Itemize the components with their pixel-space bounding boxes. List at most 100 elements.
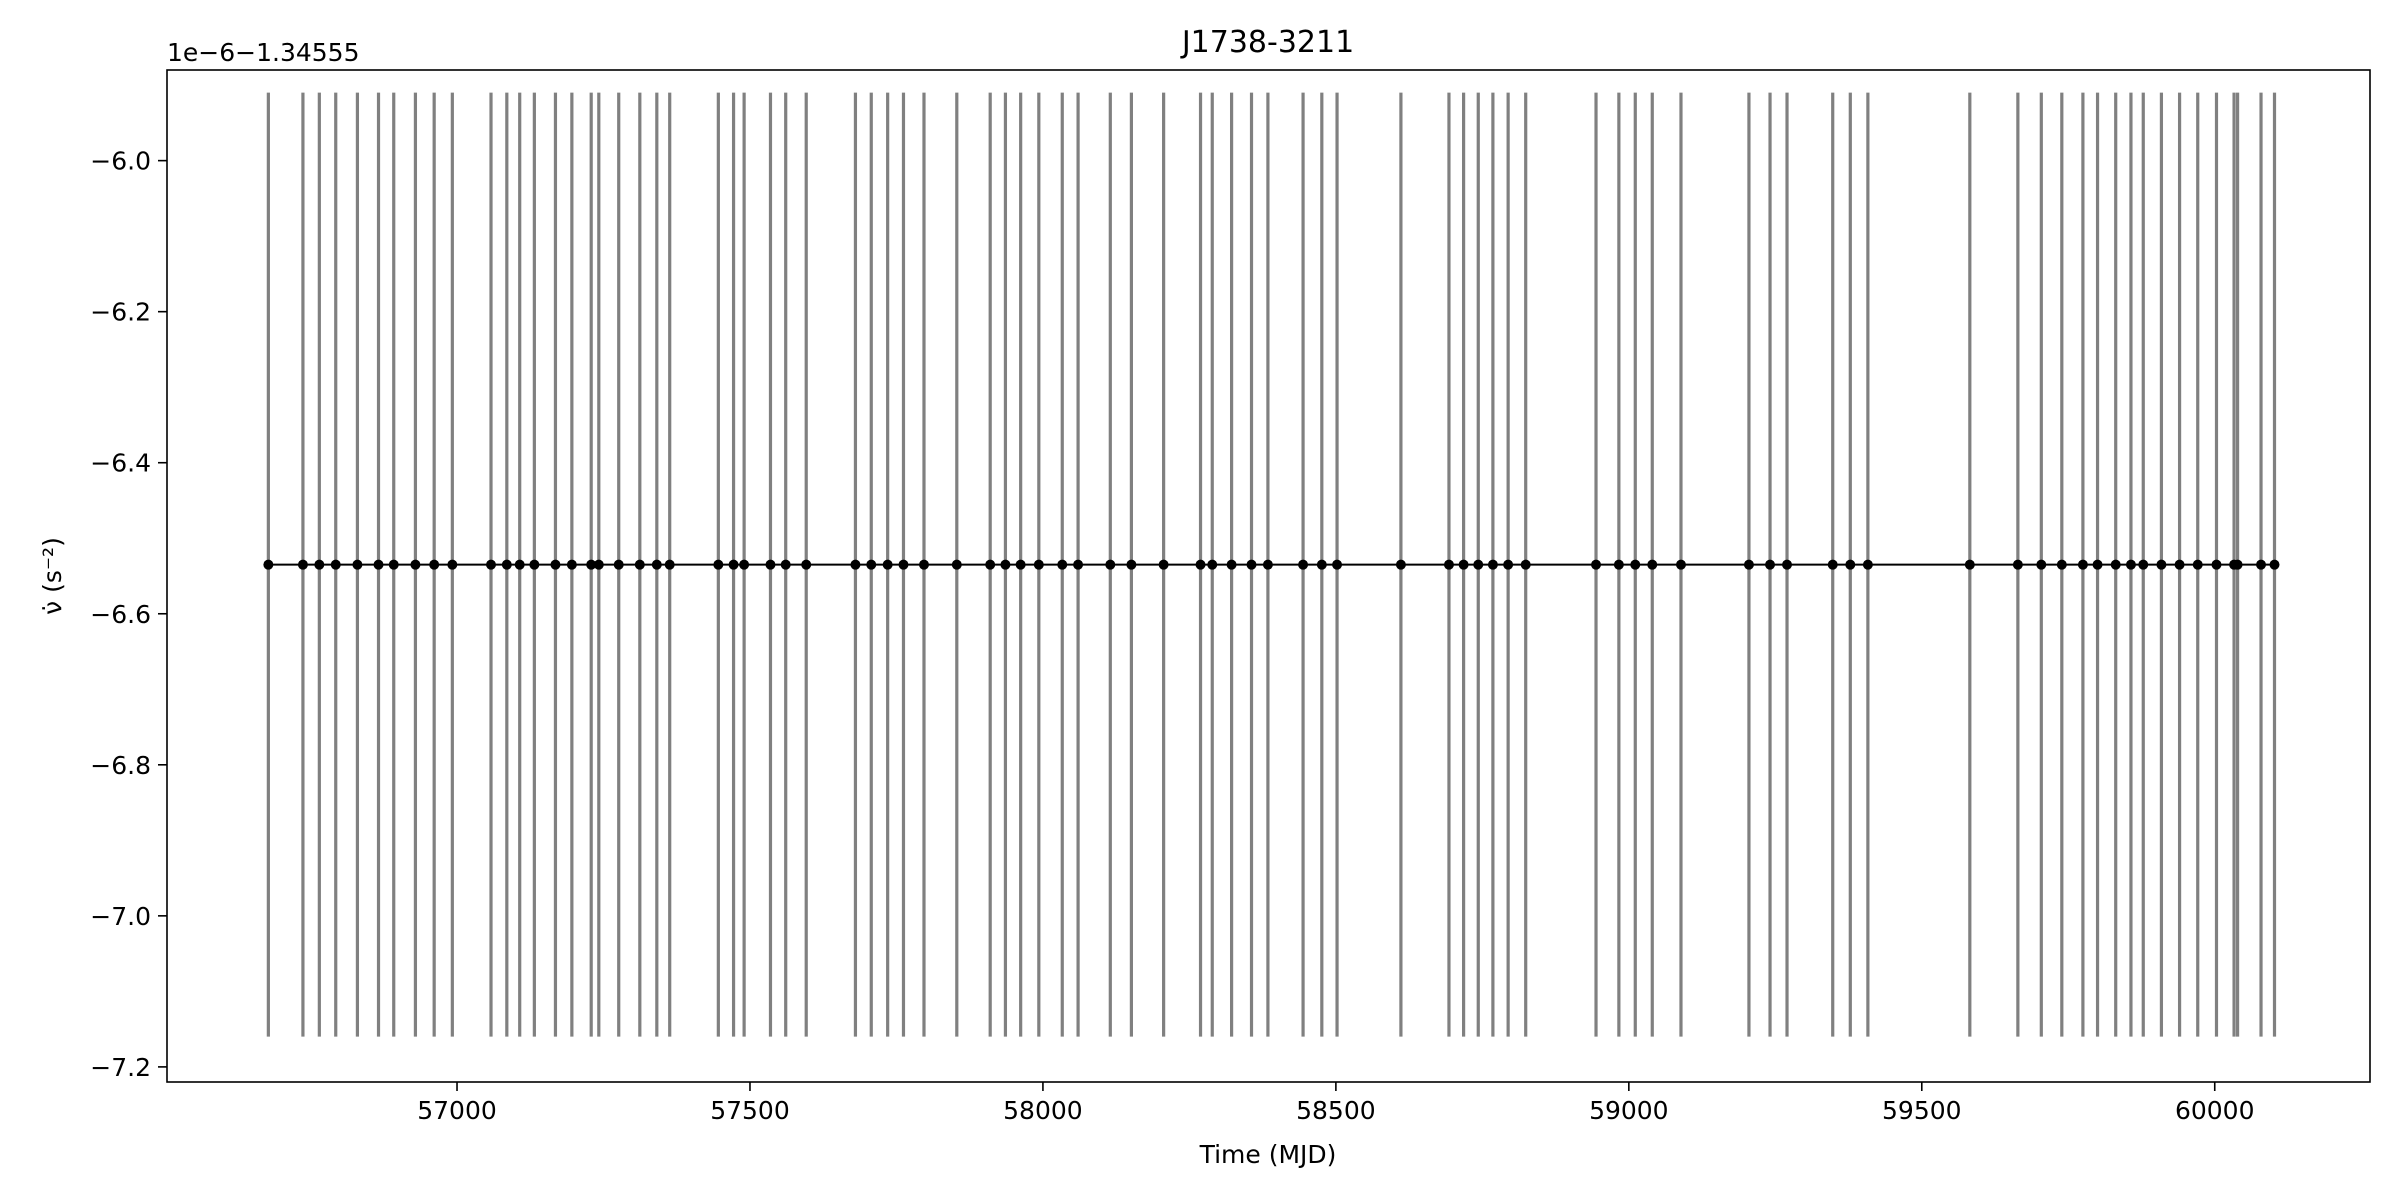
data-point: [713, 559, 724, 570]
data-point: [586, 559, 597, 570]
data-point: [566, 559, 577, 570]
data-point: [2092, 559, 2103, 570]
data-point: [1964, 559, 1975, 570]
data-point: [651, 559, 662, 570]
y-tick-label: −6.8: [90, 751, 151, 780]
data-point: [985, 559, 996, 570]
offset-text: 1e−6−1.34555: [167, 38, 359, 67]
data-point: [1647, 559, 1658, 570]
y-tick-label: −6.0: [90, 147, 151, 176]
data-point: [1443, 559, 1454, 570]
data-point: [2192, 559, 2203, 570]
data-point: [1782, 559, 1793, 570]
plot-area-frame: [166, 69, 2371, 1083]
data-point: [1473, 559, 1484, 570]
data-point: [2269, 559, 2280, 570]
data-point: [739, 559, 750, 570]
data-point: [866, 559, 877, 570]
data-point: [1503, 559, 1514, 570]
data-point: [1298, 559, 1309, 570]
marker-group: [263, 559, 2280, 570]
data-point: [410, 559, 421, 570]
data-point: [1487, 559, 1498, 570]
data-point: [501, 559, 512, 570]
data-point: [352, 559, 363, 570]
data-point: [429, 559, 440, 570]
data-point: [918, 559, 929, 570]
data-point: [951, 559, 962, 570]
data-point: [514, 559, 525, 570]
data-point: [263, 559, 274, 570]
data-point: [2036, 559, 2047, 570]
data-point: [2138, 559, 2149, 570]
x-tick-label: 58000: [1003, 1096, 1083, 1125]
data-point: [1126, 559, 1137, 570]
data-point: [486, 559, 497, 570]
x-tick-label: 59000: [1589, 1096, 1669, 1125]
x-tick-label: 58500: [1296, 1096, 1376, 1125]
data-point: [1105, 559, 1116, 570]
data-point: [2125, 559, 2136, 570]
data-point: [1246, 559, 1257, 570]
data-point: [1057, 559, 1068, 570]
data-point: [373, 559, 384, 570]
data-point: [447, 559, 458, 570]
x-tick-label: 57000: [417, 1096, 497, 1125]
data-point: [2256, 559, 2267, 570]
data-point: [1395, 559, 1406, 570]
data-point: [2077, 559, 2088, 570]
y-axis-label: ν̇ (s⁻²): [38, 537, 67, 615]
data-point: [1613, 559, 1624, 570]
data-point: [388, 559, 399, 570]
x-tick-label: 57500: [710, 1096, 790, 1125]
data-point: [330, 559, 341, 570]
data-point: [1520, 559, 1531, 570]
data-point: [2232, 559, 2243, 570]
y-axis: −7.2 −7.0 −6.8 −6.6 −6.4 −6.2 −6.0: [90, 147, 167, 1082]
data-point: [1630, 559, 1641, 570]
data-point: [529, 559, 540, 570]
x-tick-label: 59500: [1882, 1096, 1962, 1125]
chart-title: J1738-3211: [1180, 25, 1354, 60]
data-point: [1207, 559, 1218, 570]
y-tick-label: −6.6: [90, 600, 151, 629]
data-point: [2012, 559, 2023, 570]
data-point: [2156, 559, 2167, 570]
y-tick-label: −7.2: [90, 1053, 151, 1082]
data-point: [1158, 559, 1169, 570]
data-point: [314, 559, 325, 570]
data-point: [1765, 559, 1776, 570]
data-point: [634, 559, 645, 570]
data-point: [2056, 559, 2067, 570]
data-point: [1073, 559, 1084, 570]
y-tick-label: −7.0: [90, 902, 151, 931]
data-point: [1743, 559, 1754, 570]
data-point: [1845, 559, 1856, 570]
data-point: [550, 559, 561, 570]
x-axis-label: Time (MJD): [1199, 1140, 1337, 1169]
data-point: [2174, 559, 2185, 570]
data-point: [898, 559, 909, 570]
data-point: [1827, 559, 1838, 570]
y-tick-label: −6.2: [90, 298, 151, 327]
data-point: [728, 559, 739, 570]
data-point: [1675, 559, 1686, 570]
data-point: [882, 559, 893, 570]
data-point: [1862, 559, 1873, 570]
data-point: [801, 559, 812, 570]
x-tick-label: 60000: [2175, 1096, 2255, 1125]
data-point: [1458, 559, 1469, 570]
data-point: [613, 559, 624, 570]
data-point: [664, 559, 675, 570]
data-point: [1226, 559, 1237, 570]
data-point: [1015, 559, 1026, 570]
data-point: [765, 559, 776, 570]
data-point: [850, 559, 861, 570]
y-tick-label: −6.4: [90, 449, 151, 478]
data-point: [1316, 559, 1327, 570]
data-point: [1262, 559, 1273, 570]
x-axis: 57000 57500 58000 58500 59000 59500 60000: [417, 1082, 2255, 1125]
data-point: [1000, 559, 1011, 570]
data-point: [2110, 559, 2121, 570]
